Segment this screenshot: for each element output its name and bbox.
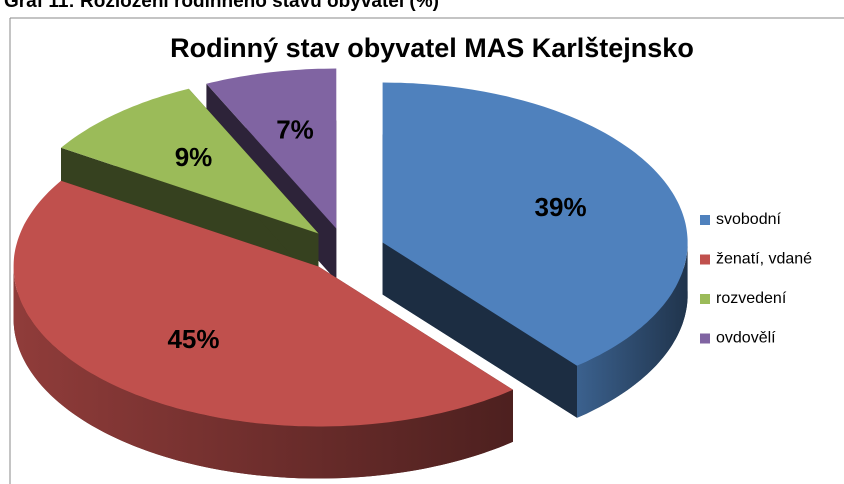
slice-top [382, 82, 688, 366]
slice-top [13, 180, 513, 427]
legend-swatch [700, 215, 710, 225]
legend-label: ženatí, vdané [716, 251, 812, 268]
slice-wall [13, 266, 513, 479]
chart-title: Rodinný stav obyvatel MAS Karlštejnsko [170, 33, 694, 63]
slice-side [382, 242, 577, 418]
legend-swatch [700, 333, 710, 344]
slice-top [61, 88, 319, 234]
pie-slice [382, 82, 688, 418]
data-label: 9% [175, 142, 213, 172]
data-label: 7% [276, 115, 314, 145]
data-label: 39% [535, 192, 587, 222]
data-label: 45% [167, 324, 219, 354]
legend-swatch [700, 294, 710, 304]
pie-slice [13, 180, 513, 479]
caption: Graf 11: Rozložení rodinného stavu obyva… [4, 0, 439, 12]
slice-wall [577, 242, 688, 418]
slice-top [206, 68, 337, 229]
legend-swatch [700, 254, 710, 265]
legend-label: rozvedení [716, 290, 787, 307]
legend-label: ovdovělí [716, 330, 776, 347]
legend-label: svobodní [716, 211, 781, 228]
